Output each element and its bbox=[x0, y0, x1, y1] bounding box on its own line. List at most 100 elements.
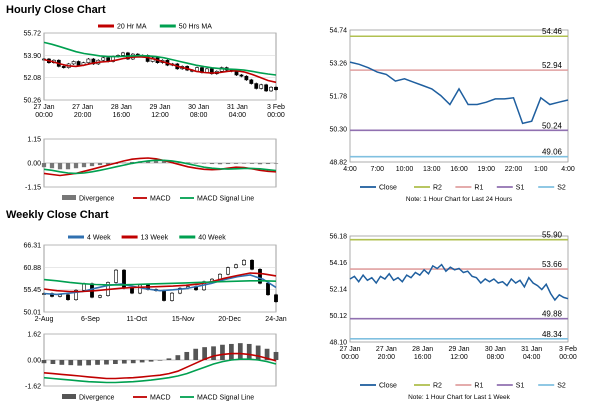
hourly-price-candle-body bbox=[264, 84, 269, 92]
weekly-1h-xtick-label: 12:00 bbox=[450, 354, 468, 361]
weekly-macd-divergence-bar bbox=[273, 351, 279, 360]
series-line-20-hr-ma bbox=[43, 55, 277, 84]
weekly-price-candle-body bbox=[138, 284, 142, 294]
hourly-24h-level-label-s1: 50.24 bbox=[542, 121, 563, 130]
weekly-price-candle-body bbox=[98, 295, 102, 298]
weekly-macd-divergence-bar bbox=[95, 360, 100, 365]
hourly-macd-divergence-bar bbox=[265, 163, 271, 165]
hourly-24h-legend-label: R2 bbox=[433, 185, 442, 192]
hourly-price-ytick-label: 52.08 bbox=[23, 75, 41, 82]
hourly-macd-divergence-bar bbox=[225, 163, 231, 165]
hourly-section-title: Hourly Close Chart bbox=[6, 4, 106, 16]
weekly-macd-divergence-bar bbox=[211, 346, 216, 360]
hourly-24h-xtick-label: 4:00 bbox=[343, 166, 357, 173]
weekly-macd-ytick-label: -1.62 bbox=[25, 384, 41, 391]
hourly-24h-xtick-label: 16:00 bbox=[450, 166, 468, 173]
hourly-macd-divergence-bar bbox=[249, 163, 255, 164]
hourly-macd-divergence-bar bbox=[97, 163, 103, 166]
weekly-1h-level-label-r2: 55.90 bbox=[542, 231, 563, 240]
series-line-close bbox=[349, 61, 569, 125]
hourly-macd-legend-label: MACD Signal Line bbox=[197, 196, 254, 203]
weekly-price-xtick-label: 11-Oct bbox=[127, 316, 148, 323]
series-line-close bbox=[349, 263, 569, 302]
weekly-1h-ytick-label: 54.16 bbox=[329, 260, 347, 267]
hourly-price-candle-body bbox=[259, 84, 264, 89]
weekly-1h-xtick-label: 30 Jan bbox=[485, 346, 506, 353]
hourly-macd-divergence-bar bbox=[89, 163, 95, 167]
hourly-price-xtick-label: 27 Jan bbox=[72, 104, 93, 111]
series-line-macd-signal-line bbox=[43, 358, 277, 384]
weekly-price-candle-body bbox=[74, 289, 78, 301]
weekly-macd-divergence-bar bbox=[139, 360, 145, 363]
weekly-price-candle-body bbox=[242, 259, 246, 266]
hourly-price-xtick-label: 31 Jan bbox=[227, 104, 248, 111]
hourly-price-xtick-label: 08:00 bbox=[190, 112, 208, 119]
hourly-24h-xtick-label: 4:00 bbox=[561, 166, 575, 173]
hourly-price-candle-body bbox=[76, 61, 81, 66]
series-line-40-week bbox=[43, 278, 277, 286]
hourly-24h-ytick-label: 51.78 bbox=[329, 94, 347, 101]
hourly-24h-level-label-s2: 49.06 bbox=[542, 148, 563, 157]
hourly-24h-ytick-label: 50.30 bbox=[329, 127, 347, 134]
hourly-macd-divergence-bar bbox=[209, 163, 215, 165]
weekly-macd-legend-label: MACD bbox=[150, 395, 171, 402]
weekly-1h-xtick-label: 29 Jan bbox=[448, 346, 469, 353]
weekly-price-candle-body bbox=[130, 287, 134, 294]
weekly-macd-divergence-bar bbox=[229, 343, 234, 360]
weekly-macd-divergence-bar bbox=[41, 360, 47, 364]
hourly-price-candle-body bbox=[91, 58, 96, 65]
weekly-macd-divergence-bar bbox=[220, 344, 225, 360]
hourly-price-candle-body bbox=[244, 75, 249, 81]
weekly-price-candle-body bbox=[234, 264, 238, 268]
hourly-price-candle-body bbox=[71, 61, 76, 65]
hourly-macd-divergence-bar bbox=[105, 163, 111, 165]
weekly-macd-ytick-label: 1.62 bbox=[27, 332, 41, 339]
hourly-price-candle-body bbox=[234, 70, 239, 76]
weekly-price-legend-label: 40 Week bbox=[198, 235, 226, 242]
weekly-macd-legend-label: Divergence bbox=[79, 395, 115, 402]
weekly-1h-xtick-label: 04:00 bbox=[523, 354, 541, 361]
weekly-1h-ytick-label: 56.18 bbox=[329, 234, 347, 241]
weekly-macd-divergence-bar bbox=[113, 360, 118, 365]
hourly-price-legend-label: 20 Hr MA bbox=[117, 24, 147, 31]
hourly-price-frame bbox=[43, 32, 277, 101]
hourly-24h-level-label-r2: 54.46 bbox=[542, 27, 563, 36]
weekly-1h-xtick-label: 31 Jan bbox=[521, 346, 542, 353]
weekly-price-ytick-label: 60.88 bbox=[23, 265, 41, 272]
hourly-price-xtick-label: 20:00 bbox=[74, 112, 92, 119]
hourly-macd-ytick-label: 1.15 bbox=[27, 137, 41, 144]
hourly-macd-legend-label: Divergence bbox=[79, 196, 115, 203]
hourly-24h-level-label-r1: 52.94 bbox=[542, 61, 563, 70]
weekly-price-xtick-label: 15-Nov bbox=[172, 316, 195, 323]
hourly-price-xtick-label: 29 Jan bbox=[149, 104, 170, 111]
hourly-price-xtick-label: 3 Feb bbox=[267, 104, 285, 111]
hourly-macd-divergence-bar bbox=[65, 163, 71, 170]
weekly-price-ytick-label: 50.01 bbox=[23, 310, 41, 317]
weekly-1h-legend-label: S1 bbox=[516, 383, 525, 390]
weekly-price-candle-body bbox=[258, 268, 262, 284]
weekly-macd-divergence-bar bbox=[121, 360, 127, 364]
hourly-24h-xtick-label: 19:00 bbox=[477, 166, 495, 173]
hourly-price-ytick-label: 53.90 bbox=[23, 53, 41, 60]
weekly-price-legend-label: 13 Week bbox=[141, 235, 169, 242]
hourly-macd-divergence-bar bbox=[57, 163, 63, 170]
weekly-macd-legend-swatch bbox=[62, 394, 76, 399]
weekly-1h-level-label-s2: 48.34 bbox=[542, 330, 563, 339]
hourly-price-ytick-label: 55.72 bbox=[23, 31, 41, 38]
hourly-24h-note: Note: 1 Hour Chart for Last 24 Hours bbox=[406, 196, 513, 203]
series-line-macd-signal-line bbox=[43, 159, 277, 175]
hourly-macd-divergence-bar bbox=[241, 163, 247, 164]
hourly-price-xtick-label: 12:00 bbox=[151, 112, 169, 119]
weekly-macd-divergence-bar bbox=[86, 360, 91, 366]
hourly-macd-divergence-bar bbox=[81, 163, 87, 168]
hourly-price-candle-body bbox=[239, 74, 244, 77]
hourly-24h-xtick-label: 1:00 bbox=[534, 166, 548, 173]
hourly-price-xtick-label: 27 Jan bbox=[33, 104, 54, 111]
weekly-price-xtick-label: 2-Aug bbox=[35, 316, 54, 323]
hourly-24h-legend-label: S1 bbox=[516, 185, 525, 192]
series-line-macd bbox=[43, 352, 277, 380]
series-line-13-week bbox=[43, 272, 277, 293]
hourly-price-candle-body bbox=[101, 57, 106, 61]
